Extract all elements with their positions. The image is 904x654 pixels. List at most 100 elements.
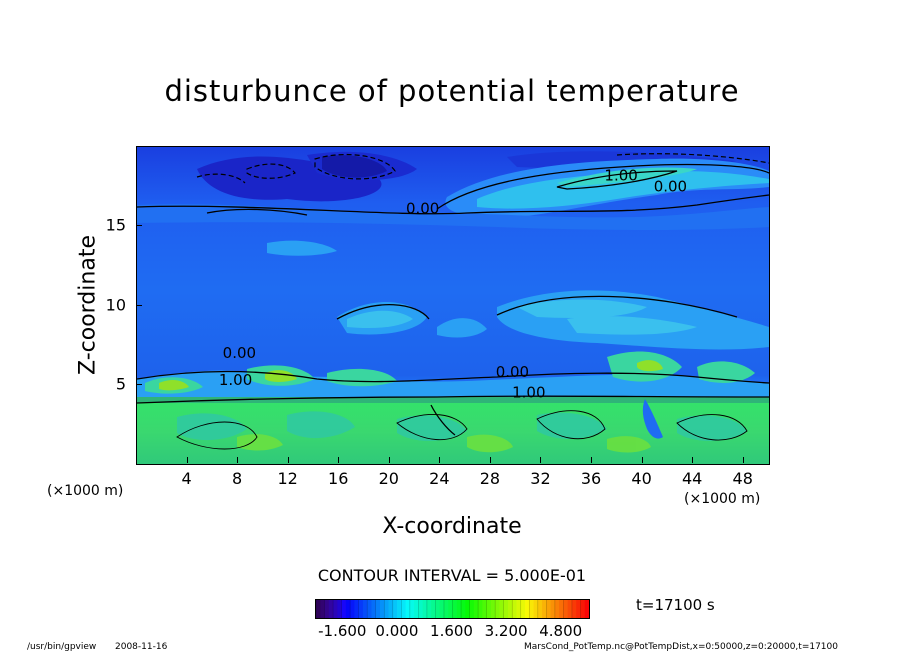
colorbar-swatch (375, 600, 381, 618)
upper-band (137, 204, 769, 230)
colorbar-swatch (542, 600, 547, 618)
colorbar-swatch (422, 600, 428, 618)
colorbar-swatch (559, 600, 565, 618)
dashed-contours (196, 153, 769, 184)
colorbar-swatch (426, 600, 432, 618)
colorbar-swatch (354, 600, 360, 618)
colorbar-swatch (537, 600, 543, 618)
x-tick-label: 16 (328, 469, 349, 488)
footer-date: 2008-11-16 (115, 642, 168, 652)
y-tick-mark (136, 383, 142, 385)
colorbar-tick-label: 4.800 (539, 622, 583, 640)
colorbar-swatch (439, 600, 445, 618)
x-tick-mark (287, 457, 289, 463)
colorbar-swatch (333, 600, 338, 618)
colorbar-swatch (379, 600, 385, 618)
colorbar-swatch (392, 600, 398, 618)
x-tick-label: 4 (181, 469, 192, 488)
colorbar-swatch (563, 600, 569, 618)
colorbar-swatch (469, 600, 475, 618)
colorbar-swatch (328, 600, 334, 618)
colorbar-swatch (571, 600, 577, 618)
x-tick-label: 12 (277, 469, 298, 488)
colorbar-swatch (350, 600, 355, 618)
colorbar-tick-label: 0.000 (375, 622, 419, 640)
contour-labels: 1.00 0.00 0.00 0.00 1.00 0.00 1.00 (219, 166, 687, 401)
colorbar-swatch (465, 600, 471, 618)
colorbar-swatch (371, 600, 377, 618)
contour-label: 0.00 (406, 200, 439, 218)
y-tick-mark (136, 304, 142, 306)
x-tick-label: 8 (232, 469, 243, 488)
y-tick-label: 10 (105, 295, 126, 314)
x-tick-mark (338, 457, 340, 463)
colorbar-swatch (401, 600, 407, 618)
footer-path: /usr/bin/gpview (27, 642, 97, 652)
warm-filament-core (477, 171, 769, 209)
colorbar-swatch (358, 600, 364, 618)
colorbar-swatch (482, 600, 488, 618)
colorbar-swatch (512, 600, 518, 618)
colorbar-swatch (495, 600, 501, 618)
contour-interval: CONTOUR INTERVAL = 5.000E-01 (317, 566, 587, 585)
colorbar-tick-label: 3.200 (484, 622, 528, 640)
ground-cool-patches (177, 411, 747, 441)
colorbar-swatch (320, 600, 326, 618)
colorbar-swatch (345, 600, 351, 618)
x-unit-right: (×1000 m) (684, 491, 761, 507)
x-unit-left: (×1000 m) (47, 483, 124, 499)
x-tick-label: 36 (580, 469, 602, 488)
colorbar-swatch (431, 600, 437, 618)
colorbar-swatch (435, 600, 441, 618)
colorbar-swatch (362, 600, 368, 618)
colorbar-swatch (550, 600, 556, 618)
colorbar-swatch (448, 600, 454, 618)
colorbar-swatch (499, 600, 505, 618)
x-tick-mark (742, 457, 744, 463)
x-axis-label: X-coordinate (382, 514, 522, 539)
colorbar-swatch (486, 600, 492, 618)
colorbar-swatch (461, 600, 466, 618)
colorbar-swatch (584, 600, 590, 618)
colorbar-swatch (546, 600, 552, 618)
y-tick-label: 5 (115, 374, 126, 394)
ground-warm-patches (237, 434, 651, 453)
contour-label: 0.00 (496, 363, 529, 381)
colorbar-swatch (533, 600, 539, 618)
colorbar-swatch (324, 600, 330, 618)
y-tick-mark (136, 225, 142, 227)
colorbar-swatch (516, 600, 522, 618)
colorbar-swatch (520, 600, 526, 618)
x-tick-label: 40 (631, 469, 652, 488)
colorbar-swatches (315, 600, 590, 618)
x-tick-label: 20 (378, 469, 399, 488)
colorbar-tick-label: -1.600 (318, 622, 367, 640)
contour-label: 1.00 (512, 383, 545, 401)
x-tick-label: 28 (479, 469, 501, 488)
heatmap-canvas: 1.00 0.00 0.00 0.00 1.00 0.00 1.00 (137, 147, 769, 464)
colorbar-swatch (367, 600, 373, 618)
cold-core (322, 155, 387, 178)
colorbar-swatch (525, 600, 530, 618)
colorbar-swatch (503, 600, 509, 618)
warm-filament-peak (557, 167, 697, 187)
colorbar (315, 599, 590, 619)
colorbar-swatch (567, 600, 573, 618)
x-tick-mark (237, 457, 239, 463)
colorbar-swatch (554, 600, 560, 618)
x-tick-mark (591, 457, 593, 463)
colorbar-swatch (490, 600, 496, 618)
colorbar-swatch (473, 600, 479, 618)
colorbar-swatch (316, 600, 321, 618)
contour-label: 0.00 (223, 344, 256, 362)
contour-lines (137, 163, 769, 450)
x-tick-mark (439, 457, 441, 463)
cold-tongue (642, 399, 663, 439)
colorbar-swatch (443, 600, 449, 618)
colorbar-swatch (409, 600, 415, 618)
x-tick-label: 24 (429, 469, 450, 488)
colorbar-swatch (418, 600, 424, 618)
time-label: t=17100 s (636, 596, 715, 614)
colorbar-swatch (529, 600, 535, 618)
contour-label: 1.00 (604, 166, 637, 184)
